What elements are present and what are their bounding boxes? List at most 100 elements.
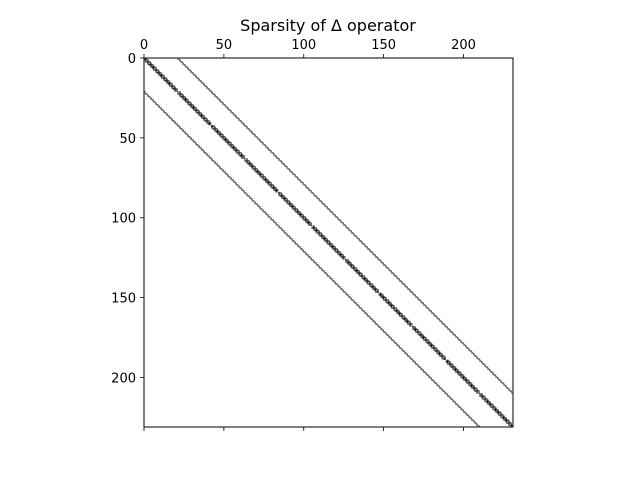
- nonzero-marker: [158, 72, 161, 75]
- nonzero-marker: [394, 308, 397, 311]
- nonzero-marker: [439, 353, 442, 356]
- nonzero-marker: [441, 353, 443, 356]
- nonzero-marker: [257, 171, 260, 174]
- nonzero-marker: [313, 227, 315, 229]
- nonzero-marker: [493, 406, 496, 408]
- nonzero-marker: [330, 211, 333, 214]
- nonzero-marker: [212, 128, 215, 130]
- nonzero-marker: [385, 332, 387, 335]
- nonzero-marker: [428, 342, 431, 345]
- nonzero-marker: [493, 374, 496, 376]
- nonzero-marker: [265, 177, 268, 180]
- nonzero-marker: [242, 190, 245, 193]
- nonzero-marker: [410, 324, 413, 327]
- nonzero-marker: [365, 313, 368, 316]
- nonzero-marker: [249, 161, 252, 164]
- nonzero-marker: [436, 316, 438, 319]
- nonzero-marker: [364, 279, 367, 282]
- nonzero-marker: [223, 104, 226, 106]
- nonzero-marker: [217, 133, 220, 135]
- nonzero-marker: [437, 351, 440, 354]
- nonzero-marker: [242, 156, 245, 159]
- nonzero-marker: [327, 240, 330, 242]
- nonzero-marker: [147, 61, 149, 63]
- nonzero-marker: [249, 164, 252, 167]
- nonzero-marker: [252, 133, 255, 135]
- nonzero-marker: [457, 337, 459, 340]
- nonzero-marker: [479, 359, 482, 362]
- nonzero-marker: [402, 350, 405, 352]
- nonzero-marker: [260, 172, 263, 175]
- nonzero-marker: [193, 109, 196, 111]
- nonzero-marker: [418, 334, 421, 337]
- nonzero-marker: [380, 292, 383, 295]
- nonzero-marker: [342, 289, 344, 292]
- nonzero-marker: [340, 252, 343, 255]
- nonzero-marker: [511, 425, 514, 428]
- nonzero-marker: [281, 196, 284, 199]
- nonzero-marker: [407, 323, 410, 325]
- nonzero-marker: [294, 241, 296, 244]
- nonzero-marker: [198, 112, 200, 114]
- nonzero-marker: [431, 345, 434, 348]
- nonzero-marker: [399, 311, 402, 314]
- nonzero-marker: [484, 399, 486, 402]
- nonzero-marker: [182, 94, 185, 97]
- nonzero-marker: [429, 310, 432, 313]
- nonzero-marker: [450, 363, 453, 365]
- nonzero-marker: [164, 77, 167, 79]
- nonzero-marker: [279, 227, 282, 229]
- nonzero-marker: [418, 331, 421, 333]
- nonzero-marker: [262, 174, 264, 177]
- nonzero-marker: [260, 176, 263, 178]
- nonzero-marker: [255, 168, 258, 170]
- nonzero-marker: [249, 129, 252, 132]
- nonzero-marker: [143, 91, 146, 94]
- nonzero-marker: [220, 101, 223, 103]
- nonzero-marker: [230, 145, 232, 148]
- nonzero-marker: [357, 271, 360, 274]
- nonzero-marker: [375, 287, 378, 290]
- nonzero-marker: [450, 398, 453, 400]
- nonzero-marker: [174, 88, 177, 91]
- nonzero-marker: [238, 152, 240, 154]
- nonzero-marker: [297, 211, 300, 214]
- nonzero-marker: [234, 150, 237, 153]
- nonzero-marker: [338, 252, 341, 255]
- nonzero-marker: [188, 102, 191, 105]
- nonzero-marker: [463, 410, 466, 413]
- nonzero-marker: [326, 273, 328, 276]
- nonzero-marker: [284, 196, 287, 199]
- nonzero-marker: [228, 109, 231, 111]
- nonzero-marker: [377, 291, 379, 293]
- nonzero-marker: [270, 150, 272, 153]
- nonzero-marker: [378, 294, 381, 297]
- nonzero-marker: [496, 410, 499, 413]
- nonzero-marker: [501, 382, 504, 384]
- nonzero-marker: [413, 327, 416, 330]
- nonzero-marker: [268, 180, 271, 183]
- nonzero-marker: [386, 334, 389, 337]
- nonzero-marker: [313, 260, 315, 263]
- nonzero-marker: [490, 406, 493, 408]
- nonzero-marker: [433, 380, 435, 383]
- nonzero-marker: [298, 179, 301, 182]
- nonzero-marker: [311, 227, 314, 229]
- nonzero-marker: [247, 128, 250, 130]
- nonzero-marker: [151, 67, 154, 70]
- nonzero-marker: [171, 83, 173, 86]
- nonzero-marker: [303, 251, 306, 253]
- nonzero-marker: [204, 117, 207, 119]
- nonzero-marker: [230, 110, 232, 113]
- chart-title: Sparsity of Δ operator: [240, 16, 416, 35]
- nonzero-marker: [230, 177, 232, 180]
- nonzero-marker: [295, 211, 298, 214]
- nonzero-marker: [244, 125, 247, 127]
- nonzero-marker: [281, 161, 284, 164]
- nonzero-marker: [380, 327, 383, 330]
- nonzero-marker: [485, 399, 488, 402]
- nonzero-marker: [166, 113, 169, 116]
- nonzero-marker: [373, 254, 376, 257]
- nonzero-marker: [322, 203, 325, 206]
- nonzero-marker: [345, 225, 347, 228]
